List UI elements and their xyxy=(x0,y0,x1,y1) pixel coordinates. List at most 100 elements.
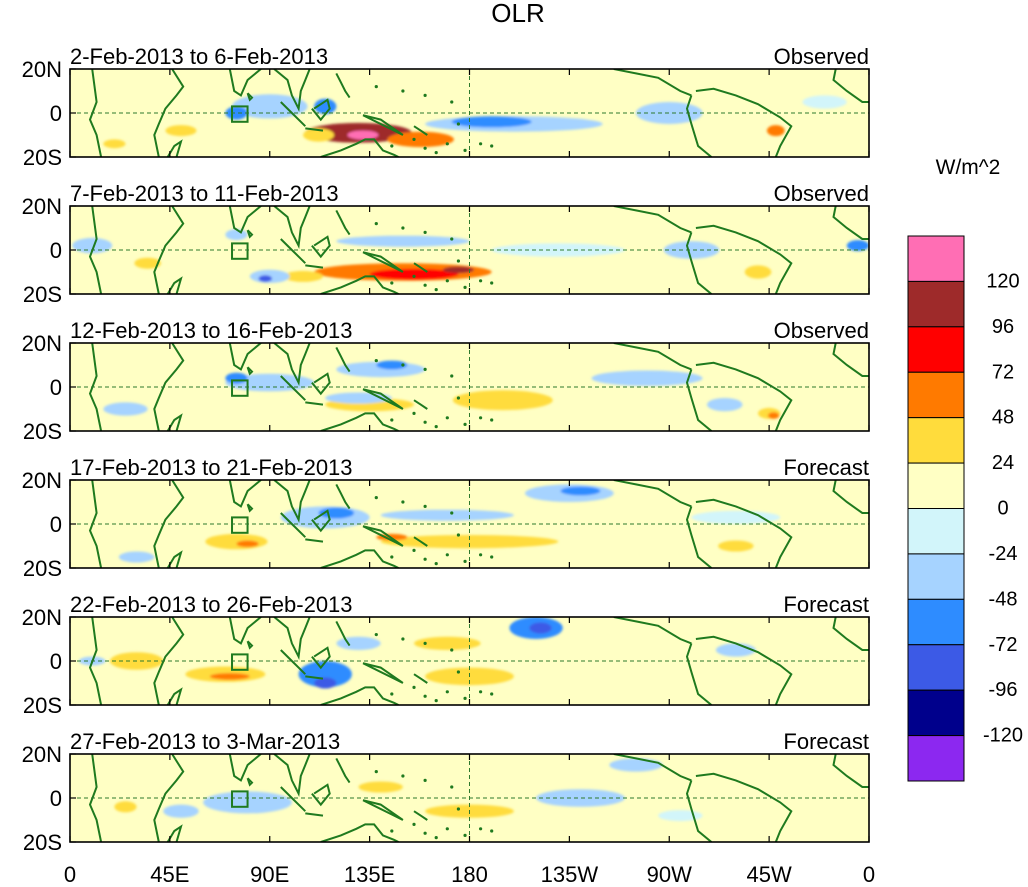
coastlines xyxy=(88,754,869,842)
coastline xyxy=(335,72,351,99)
colorbar-segment xyxy=(907,371,965,419)
colorbar-segment xyxy=(907,598,965,646)
island-dot xyxy=(423,504,427,508)
coastline xyxy=(305,127,324,132)
panel-date-range: 7-Feb-2013 to 11-Feb-2013 xyxy=(70,181,339,206)
coastline xyxy=(613,480,692,508)
coastline xyxy=(153,69,185,157)
negative-anomaly xyxy=(380,509,514,521)
coastline xyxy=(273,343,311,386)
y-tick-label: 0 xyxy=(50,649,62,674)
positive-anomaly xyxy=(291,810,337,822)
coastline xyxy=(228,69,262,97)
coastline xyxy=(166,276,183,294)
island-dot xyxy=(463,285,467,289)
reference-box xyxy=(231,242,249,260)
coastline xyxy=(166,687,183,705)
x-tick-label: 180 xyxy=(451,862,488,887)
island-dot xyxy=(390,281,394,285)
colorbar-tick-label: 0 xyxy=(997,498,1008,520)
coastline xyxy=(320,549,399,568)
coastline xyxy=(305,538,324,543)
coastline xyxy=(320,138,399,157)
island-dot xyxy=(456,259,461,263)
coastline xyxy=(613,206,692,234)
coastline xyxy=(362,799,404,821)
island-dot xyxy=(423,283,427,287)
negative-anomaly xyxy=(846,240,869,252)
coastline xyxy=(153,617,185,705)
island-dot xyxy=(463,696,467,701)
positive-anomaly xyxy=(283,270,324,282)
island-dot xyxy=(434,699,438,703)
negative-anomaly xyxy=(802,95,847,109)
island-dot xyxy=(445,142,449,146)
coastline xyxy=(311,372,331,396)
y-tick-label: 0 xyxy=(50,786,62,811)
coastlines xyxy=(88,343,869,431)
island-dot xyxy=(423,831,427,835)
coastline xyxy=(246,366,254,376)
coastline xyxy=(362,114,404,136)
y-tick-label: 20S xyxy=(23,830,62,855)
coastline xyxy=(320,275,399,294)
panel-kind-label: Forecast xyxy=(783,592,869,617)
coastline xyxy=(335,757,351,784)
colorbar-segment xyxy=(907,417,965,464)
island-dot xyxy=(434,836,438,840)
island-dot xyxy=(412,822,416,827)
coastline xyxy=(413,673,428,684)
colorbar-segment xyxy=(907,735,965,782)
coastline xyxy=(280,101,307,127)
coastline xyxy=(362,662,404,684)
positive-anomaly xyxy=(134,257,161,269)
negative-anomaly xyxy=(118,551,155,563)
coastline xyxy=(246,229,254,239)
y-tick-label: 20S xyxy=(23,282,62,307)
coastline xyxy=(335,346,351,373)
negative-anomaly xyxy=(658,810,703,822)
coastline xyxy=(88,480,103,568)
positive-anomaly xyxy=(236,540,259,548)
island-dot xyxy=(401,637,405,641)
island-dot xyxy=(450,648,454,652)
negative-anomaly xyxy=(529,622,552,634)
coastline xyxy=(413,536,428,547)
colorbar-segment xyxy=(907,326,965,373)
positive-anomaly xyxy=(416,97,470,116)
positive-anomaly xyxy=(387,131,454,148)
coastline xyxy=(413,125,428,136)
panel-6: 20N 0 20S 27-Feb-2013 to 3-Mar-2013 Forecast xyxy=(22,729,870,855)
y-tick-label: 0 xyxy=(50,375,62,400)
reference-box xyxy=(231,653,249,671)
coastlines xyxy=(88,617,869,705)
colorbar: W/m^2 120 96 72 48 24 0 -24 -48 -72 -96 -120 xyxy=(907,156,1023,782)
coastline xyxy=(153,480,185,568)
coastline xyxy=(166,139,183,157)
negative-anomaly xyxy=(706,398,743,412)
y-tick-label: 20N xyxy=(22,742,62,767)
negative-anomaly xyxy=(72,237,113,254)
positive-anomaly xyxy=(180,392,226,404)
coastline xyxy=(228,206,262,234)
island-dot xyxy=(445,553,449,557)
negative-anomaly xyxy=(591,370,703,386)
negative-anomaly xyxy=(225,229,248,241)
island-dot xyxy=(463,422,467,426)
coastline xyxy=(153,754,185,842)
negative-anomaly xyxy=(635,102,703,124)
island-dot xyxy=(412,274,416,278)
coastline xyxy=(88,343,103,431)
negative-anomaly xyxy=(225,372,248,384)
coastline xyxy=(832,480,869,514)
coastline xyxy=(335,209,351,236)
colorbar-segment xyxy=(907,280,965,328)
negative-anomaly xyxy=(314,98,337,115)
reference-box xyxy=(231,379,249,397)
negative-anomaly xyxy=(225,106,248,120)
reference-box xyxy=(231,790,249,808)
coastline xyxy=(228,480,262,508)
negative-anomaly xyxy=(451,116,532,128)
panel-kind-label: Observed xyxy=(774,44,869,69)
colorbar-tick-label: -72 xyxy=(989,634,1018,656)
